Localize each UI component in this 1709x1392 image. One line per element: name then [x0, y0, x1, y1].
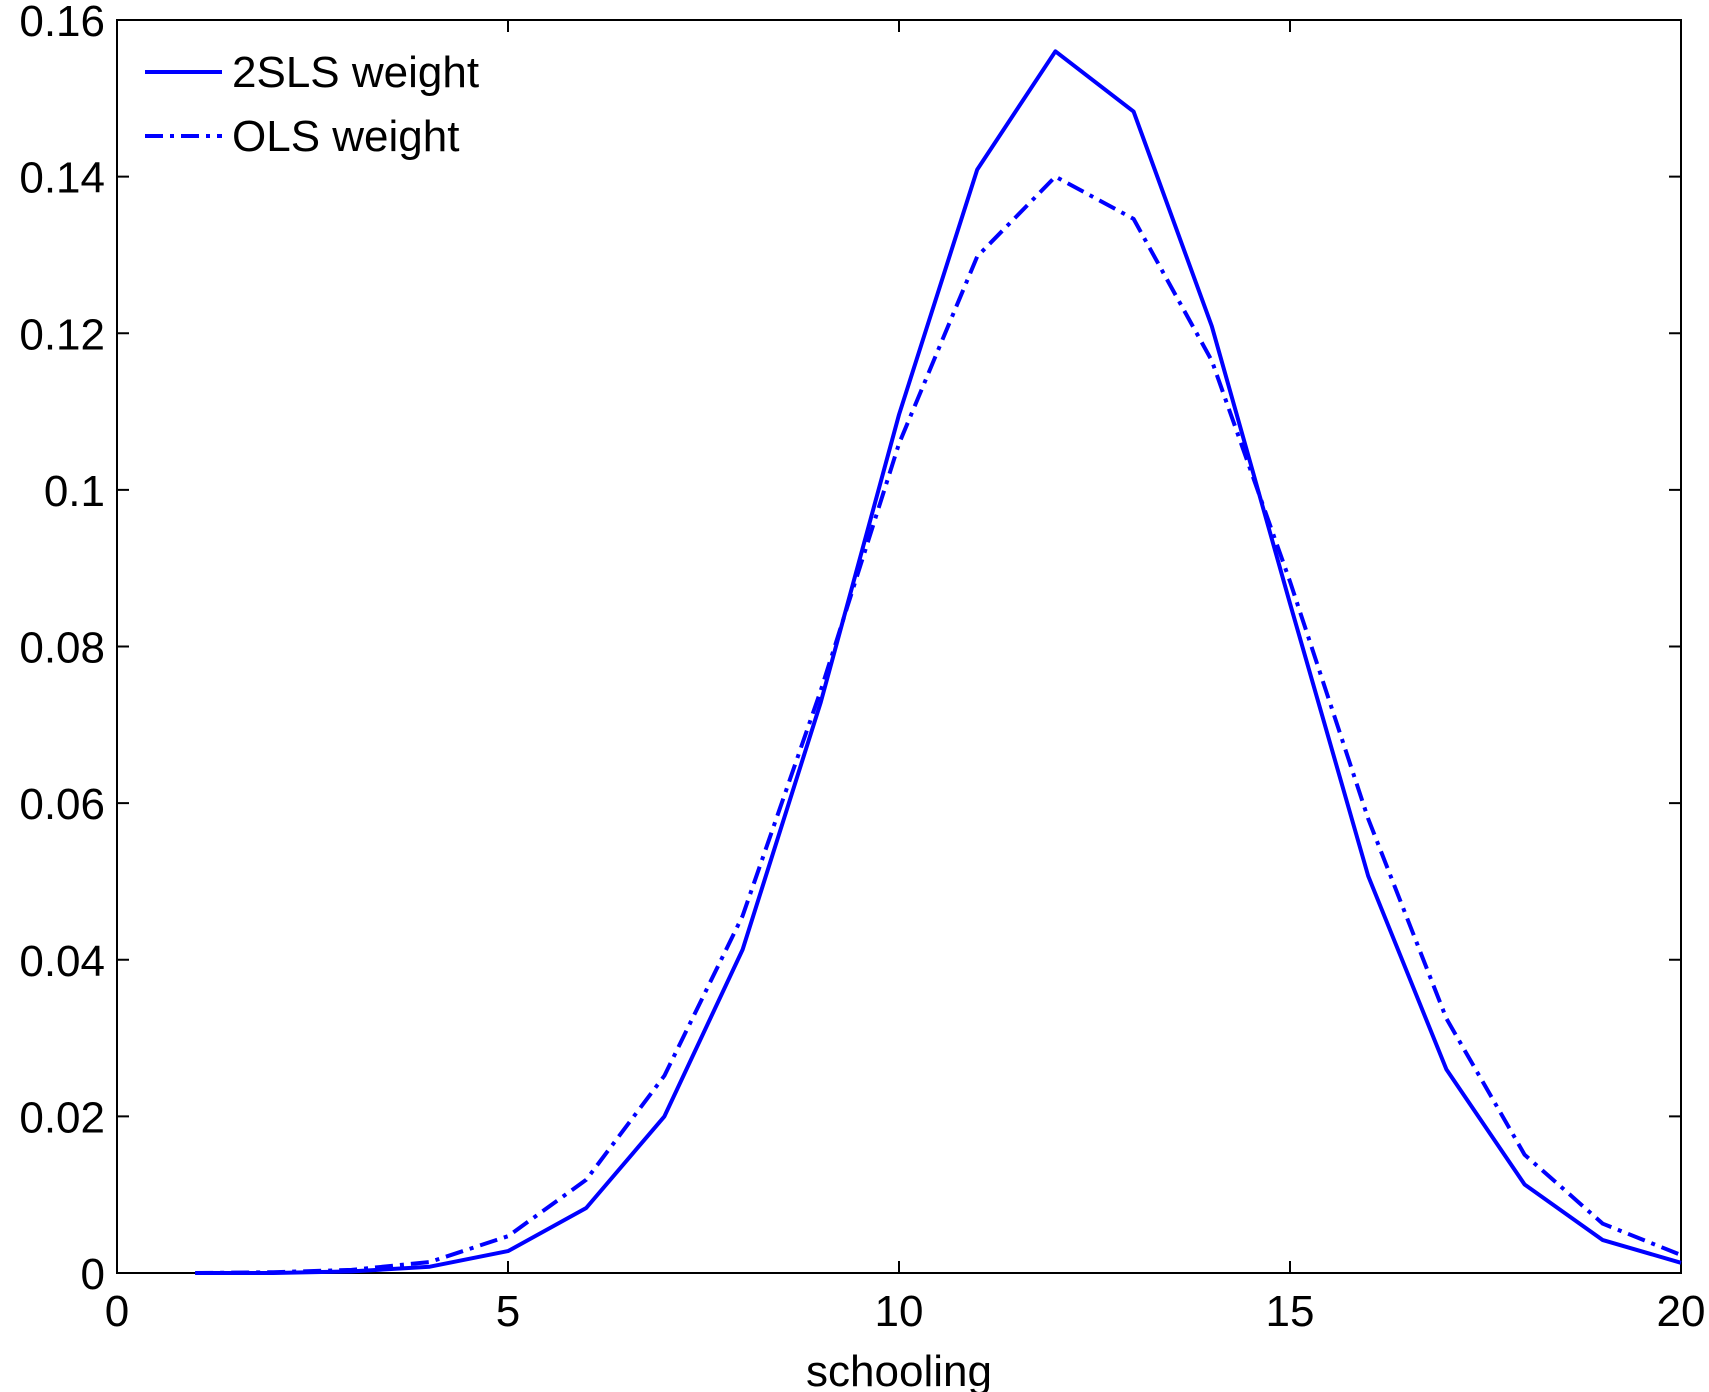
y-tick-label: 0.16	[19, 0, 105, 46]
legend: 2SLS weight OLS weight	[145, 48, 479, 161]
y-tick-label: 0.14	[19, 154, 105, 203]
x-tick-label: 15	[1266, 1287, 1315, 1336]
series-line-2sls	[195, 49, 1682, 1275]
plot-area	[116, 19, 1682, 1274]
x-axis-label: schooling	[806, 1347, 992, 1392]
y-tick-label: 0.06	[19, 780, 105, 829]
x-tick-label: 20	[1657, 1287, 1706, 1336]
legend-label-ols: OLS weight	[232, 112, 459, 161]
y-tick-label: 0.08	[19, 624, 105, 673]
y-tick-label: 0.1	[44, 467, 105, 516]
series-lines	[195, 49, 1682, 1275]
y-tick-label: 0	[81, 1250, 105, 1299]
x-tick-label: 0	[105, 1287, 129, 1336]
y-tick-label: 0.12	[19, 310, 105, 359]
x-tick-label: 5	[496, 1287, 520, 1336]
y-tick-label: 0.02	[19, 1093, 105, 1142]
legend-label-2sls: 2SLS weight	[232, 48, 479, 97]
x-tick-label: 10	[875, 1287, 924, 1336]
y-tick-label: 0.04	[19, 937, 105, 986]
ticks: 0 5 10 15 20 0 0.02 0.04 0.06 0.08 0.1 0.12 0.14 0.16	[19, 0, 1705, 1336]
